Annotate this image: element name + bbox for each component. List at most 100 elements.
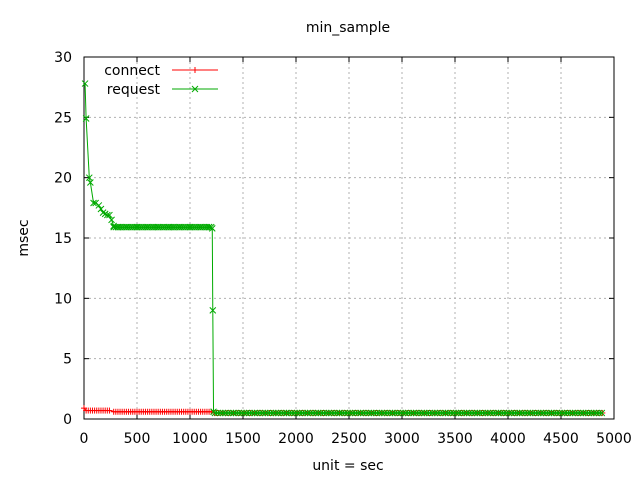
x-tick-label: 4000 xyxy=(490,431,526,447)
legend-connect-marker xyxy=(192,67,198,73)
series-request-point xyxy=(291,409,298,417)
legend-connect-marker-shape xyxy=(192,67,198,73)
x-tick-label: 4500 xyxy=(543,431,579,447)
series-request-point xyxy=(207,223,215,231)
series-request-point xyxy=(312,409,319,417)
series-request-point xyxy=(354,409,362,417)
series-request-point xyxy=(561,409,569,417)
series-request-point xyxy=(288,409,296,417)
series-request-point xyxy=(399,409,407,417)
series-request-point xyxy=(322,409,330,417)
series-request-point xyxy=(532,409,539,417)
series-request-point xyxy=(341,409,349,417)
series-request-point xyxy=(468,409,476,417)
series-request-point xyxy=(524,409,531,417)
chart-title: min_sample xyxy=(306,20,390,36)
series-request-point xyxy=(500,409,508,417)
series-request-point xyxy=(442,409,449,417)
series-request-point xyxy=(463,409,471,417)
x-tick-label: 1000 xyxy=(172,431,208,447)
x-tick-label: 1500 xyxy=(225,431,261,447)
series-request-point xyxy=(444,409,452,417)
series-request-point xyxy=(352,409,359,417)
series-request-point xyxy=(344,409,351,417)
tick-layer: 0 500 1000 1500 2000 2500 3000 3500 4000 4500 5000… xyxy=(54,50,632,447)
series-request-point xyxy=(526,409,534,417)
series-request-point xyxy=(362,409,370,417)
series-request-point xyxy=(495,409,502,417)
series-request-point xyxy=(508,409,516,417)
series-request-point xyxy=(418,409,425,417)
series-request-point xyxy=(386,409,394,417)
series-request-point xyxy=(211,409,219,417)
y-tick-label: 30 xyxy=(54,50,72,66)
series-request-point xyxy=(227,409,235,417)
legend: connect request xyxy=(104,63,218,98)
series-request-point xyxy=(280,409,288,417)
series-request-point xyxy=(415,409,423,417)
x-tick-label: 3000 xyxy=(384,431,420,447)
series-request-point xyxy=(426,409,433,417)
series-request-point xyxy=(397,409,404,417)
series-request-point xyxy=(479,409,486,417)
series-request-point xyxy=(484,409,492,417)
series-request-point xyxy=(516,409,524,417)
series-request-point xyxy=(82,115,90,122)
series-request-point xyxy=(481,409,489,417)
legend-request-marker xyxy=(191,85,199,93)
series-request-point xyxy=(101,210,109,218)
series-request-point xyxy=(458,409,465,417)
series-request-point xyxy=(381,409,388,417)
series-request-point xyxy=(534,409,542,417)
series-request-point xyxy=(256,409,264,417)
series-request-point xyxy=(428,409,436,417)
series-request-point xyxy=(216,409,224,417)
series-request-point xyxy=(238,409,245,417)
y-tick-label: 25 xyxy=(54,110,72,126)
series-request-point xyxy=(452,409,460,417)
series-request-point xyxy=(222,409,229,417)
series-request-point xyxy=(450,409,457,417)
series-request-point xyxy=(92,199,100,207)
series-request-point xyxy=(285,409,293,417)
y-tick-label: 10 xyxy=(54,291,72,307)
series-request-point xyxy=(264,409,272,417)
series-request-point xyxy=(346,409,354,417)
series-request-point xyxy=(476,409,484,417)
series-request-point xyxy=(577,409,584,417)
series-request-point xyxy=(235,409,243,417)
series-request-point xyxy=(367,409,375,417)
series-request-point xyxy=(205,223,213,231)
series-request-point xyxy=(487,409,494,417)
series-request-point xyxy=(309,409,317,417)
series-request-point xyxy=(232,409,240,417)
series-request-point xyxy=(301,409,309,417)
y-tick-label: 15 xyxy=(54,231,72,247)
grid-layer xyxy=(84,57,614,419)
x-tick-label: 500 xyxy=(124,431,151,447)
series-request-point xyxy=(359,409,367,417)
series-request-point xyxy=(503,409,510,417)
series-request-point xyxy=(513,409,521,417)
series-request-point xyxy=(333,409,341,417)
series-request-point xyxy=(209,307,217,314)
series-request-point xyxy=(317,409,325,417)
series-request-point xyxy=(431,409,439,417)
series-request-point xyxy=(248,409,256,417)
series-request-point xyxy=(81,80,89,87)
series-request-point xyxy=(277,409,285,417)
x-tick-label: 3500 xyxy=(437,431,473,447)
series-request-point xyxy=(574,409,582,417)
series-request-point xyxy=(540,409,547,417)
series-request-point xyxy=(87,179,94,186)
series-request-point xyxy=(357,409,365,417)
x-tick-label: 0 xyxy=(80,431,89,447)
series-request-point xyxy=(558,409,566,417)
series-request-point xyxy=(304,409,312,417)
series-request-point xyxy=(90,199,97,207)
series-request-point xyxy=(505,409,513,417)
series-request-point xyxy=(471,409,478,417)
series-request-point xyxy=(110,222,118,230)
series-request-point xyxy=(412,409,420,417)
